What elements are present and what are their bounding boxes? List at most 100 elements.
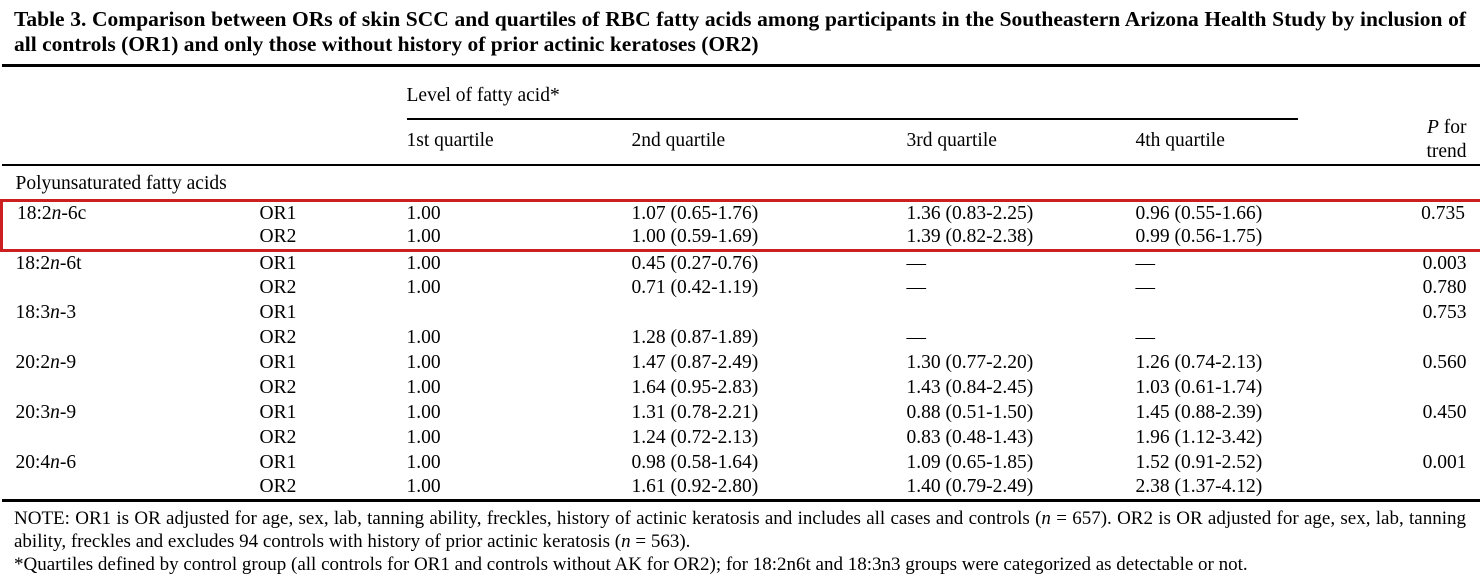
- or-label: OR2: [259, 277, 297, 298]
- cell-p-trend: 0.003: [1422, 252, 1467, 274]
- cell-q3: —: [906, 277, 927, 298]
- table-row-highlighted: 18:2n-6c OR1 1.00 1.07 (0.65-1.76) 1.36 …: [0, 199, 1480, 226]
- table-row-highlighted: OR2 1.00 1.00 (0.59-1.69) 1.39 (0.82-2.3…: [0, 225, 1480, 252]
- table-row: 18:3n-3 OR1 0.753: [2, 301, 1480, 326]
- cell-q3: [893, 301, 1122, 326]
- table-header-row-2: 1st quartile 2nd quartile 3rd quartile 4…: [1, 119, 1480, 166]
- or-label: OR1: [259, 352, 297, 373]
- table-body: Polyunsaturated fatty acids 18:2n-6c OR1…: [0, 165, 1480, 501]
- table-row: OR2 1.00 1.24 (0.72-2.13) 0.83 (0.48-1.4…: [2, 426, 1480, 451]
- cell-q3: —: [906, 252, 927, 274]
- or-label: OR2: [245, 225, 393, 252]
- cell-q1: 1.00: [406, 427, 441, 448]
- cell-q4: [1122, 301, 1392, 326]
- or-label: OR1: [259, 452, 297, 473]
- table-notes: NOTE: OR1 is OR adjusted for age, sex, l…: [0, 502, 1480, 576]
- cell-q4: —: [1135, 277, 1156, 298]
- column-header-q4: 4th quartile: [1121, 119, 1392, 166]
- cell-q3: 1.36 (0.83-2.25): [892, 199, 1122, 226]
- cell-q4: 1.03 (0.61-1.74): [1135, 377, 1263, 398]
- column-group-header-label: Level of fatty acid*: [406, 85, 1298, 120]
- cell-q3: 1.09 (0.65-1.85): [906, 452, 1034, 473]
- table-row: OR2 1.00 1.61 (0.92-2.80) 1.40 (0.79-2.4…: [2, 476, 1480, 501]
- fatty-acid-name: 20:3n-9: [15, 402, 77, 423]
- fatty-acid-name: [2, 276, 246, 301]
- or-label: OR2: [259, 327, 297, 348]
- fatty-acid-name: [2, 476, 246, 501]
- cell-q1: 1.00: [406, 327, 441, 348]
- fatty-acid-name: 20:4n-6: [15, 452, 77, 473]
- table-header-row-1: Level of fatty acid* P for trend: [2, 65, 1480, 166]
- cell-q1: 1.00: [406, 277, 441, 298]
- cell-q1: 1.00: [392, 199, 618, 226]
- cell-p-trend: [1392, 326, 1480, 351]
- header-spacer: [2, 66, 393, 120]
- cell-p-trend: 0.450: [1422, 402, 1467, 423]
- cell-q4: 1.45 (0.88-2.39): [1135, 402, 1263, 423]
- or-label: OR1: [259, 302, 297, 323]
- cell-q2: 1.28 (0.87-1.89): [631, 327, 759, 348]
- table-row: 18:2n-6t OR1 1.00 0.45 (0.27-0.76) — — 0…: [2, 251, 1480, 276]
- cell-p-trend: [1392, 376, 1480, 401]
- table-row: 20:2n-9 OR1 1.00 1.47 (0.87-2.49) 1.30 (…: [2, 351, 1480, 376]
- or-label: OR2: [259, 377, 297, 398]
- cell-p-trend: 0.001: [1422, 452, 1467, 473]
- table-row: 20:3n-9 OR1 1.00 1.31 (0.78-2.21) 0.88 (…: [2, 401, 1480, 426]
- cell-q4: 0.99 (0.56-1.75): [1121, 225, 1392, 252]
- cell-q3: —: [906, 327, 927, 348]
- or-label: OR1: [259, 402, 297, 423]
- cell-q1: 1.00: [392, 225, 618, 252]
- note-text: NOTE: OR1 is OR adjusted for age, sex, l…: [14, 508, 1466, 552]
- fatty-acid-name: 20:2n-9: [15, 352, 77, 373]
- table-header: Level of fatty acid* P for trend 1st qua…: [1, 65, 1480, 166]
- cell-p-trend: 0.753: [1422, 302, 1467, 323]
- cell-q3: 0.83 (0.48-1.43): [906, 427, 1034, 448]
- or-label: OR1: [259, 252, 297, 274]
- footnote-text: *Quartiles defined by control group (all…: [14, 554, 1248, 575]
- cell-q3: 1.39 (0.82-2.38): [892, 225, 1122, 252]
- cell-p-trend: [1392, 426, 1480, 451]
- cell-q4: 1.96 (1.12-3.42): [1135, 427, 1263, 448]
- cell-q1: 1.00: [406, 352, 441, 373]
- fatty-acid-name: [2, 326, 246, 351]
- trend-line: trend: [1426, 140, 1467, 162]
- section-header-row: Polyunsaturated fatty acids: [2, 165, 1480, 201]
- cell-q4: 1.26 (0.74-2.13): [1135, 352, 1263, 373]
- cell-q4: —: [1135, 327, 1156, 348]
- column-group-header-level: Level of fatty acid*: [393, 66, 1392, 120]
- table-number: Table 3.: [14, 7, 87, 31]
- table-caption-text: Comparison between ORs of skin SCC and q…: [14, 7, 1466, 56]
- table-row: OR2 1.00 1.28 (0.87-1.89) — —: [2, 326, 1480, 351]
- column-header-q1: 1st quartile: [392, 119, 618, 166]
- table-row: OR2 1.00 1.64 (0.95-2.83) 1.43 (0.84-2.4…: [2, 376, 1480, 401]
- fatty-acid-name: 18:2n-6c: [0, 199, 246, 226]
- cell-q4: 0.96 (0.55-1.66): [1121, 199, 1392, 226]
- or-label: OR2: [259, 427, 297, 448]
- cell-q2: 0.45 (0.27-0.76): [631, 252, 759, 274]
- cell-q3: 1.30 (0.77-2.20): [906, 352, 1034, 373]
- cell-q4: —: [1135, 252, 1156, 274]
- cell-q1: 1.00: [406, 452, 441, 473]
- cell-q1: 1.00: [406, 476, 441, 498]
- cell-q1: [393, 301, 618, 326]
- cell-q2: 0.98 (0.58-1.64): [631, 452, 759, 473]
- fatty-acid-name: [0, 225, 246, 252]
- cell-q2: [618, 301, 893, 326]
- cell-q2: 1.47 (0.87-2.49): [631, 352, 759, 373]
- cell-q2: 0.71 (0.42-1.19): [631, 277, 759, 298]
- column-header-q3: 3rd quartile: [892, 119, 1122, 166]
- cell-q2: 1.64 (0.95-2.83): [631, 377, 759, 398]
- cell-q1: 1.00: [406, 377, 441, 398]
- table-row: 20:4n-6 OR1 1.00 0.98 (0.58-1.64) 1.09 (…: [2, 451, 1480, 476]
- cell-q2: 1.61 (0.92-2.80): [631, 476, 759, 498]
- cell-p-trend: 0.735: [1391, 199, 1480, 226]
- header-spacer: [1, 119, 393, 166]
- cell-q4: 1.52 (0.91-2.52): [1135, 452, 1263, 473]
- fatty-acid-name: 18:2n-6t: [15, 252, 82, 274]
- p-for-line: P for: [1427, 116, 1467, 138]
- cell-p-trend: 0.780: [1422, 277, 1467, 298]
- results-table: Level of fatty acid* P for trend 1st qua…: [0, 64, 1480, 502]
- or-label: OR1: [245, 199, 393, 226]
- cell-q3: 0.88 (0.51-1.50): [906, 402, 1034, 423]
- cell-p-trend: 0.560: [1422, 352, 1467, 373]
